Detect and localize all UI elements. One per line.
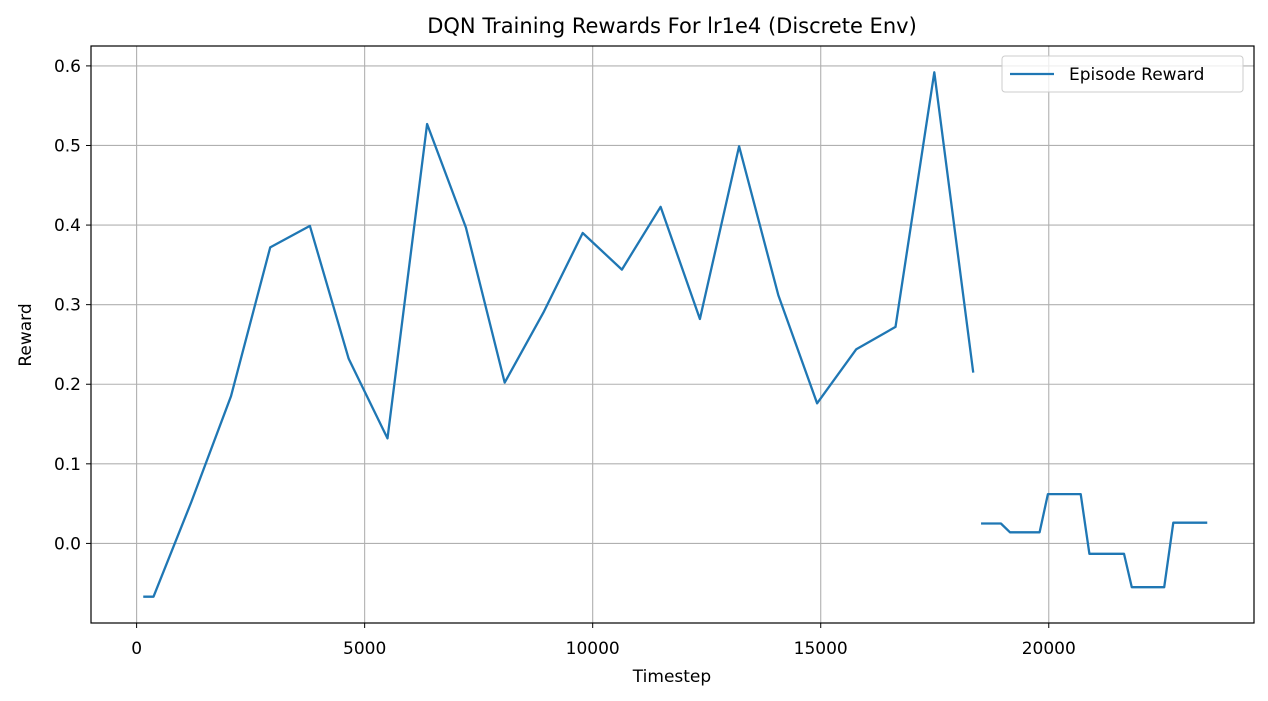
y-tick-label: 0.3 — [54, 296, 81, 316]
legend-box — [1001, 55, 1244, 93]
y-axis-label: Reward — [16, 303, 36, 366]
y-tick-label: 0.5 — [54, 136, 81, 156]
y-tick-label: 0.6 — [54, 57, 81, 77]
series-lines — [143, 71, 1208, 598]
x-tick-label: 5000 — [343, 639, 386, 659]
y-tick-label: 0.4 — [54, 216, 81, 236]
x-tick-label: 0 — [131, 639, 142, 659]
ticks: 0 5000 10000 15000 20000 0.0 0.1 0.2 0.3 0.4 0.5 0.… — [54, 57, 1076, 659]
x-tick-label: 20000 — [1022, 639, 1076, 659]
x-tick-label: 10000 — [566, 639, 620, 659]
series-line-episode-reward — [143, 71, 975, 598]
series-line-episode-reward — [981, 492, 1208, 589]
legend: Episode Reward — [1001, 55, 1244, 93]
y-tick-label: 0.2 — [54, 375, 81, 395]
chart-title: DQN Training Rewards For lr1e4 (Discrete… — [427, 14, 917, 38]
legend-label-episode-reward: Episode Reward — [1069, 65, 1204, 85]
x-axis-label: Timestep — [632, 667, 711, 687]
y-tick-label: 0.1 — [54, 455, 81, 475]
y-tick-label: 0.0 — [54, 534, 81, 554]
plot-frame — [90, 45, 1255, 624]
grid — [91, 46, 1254, 623]
x-tick-label: 15000 — [794, 639, 848, 659]
